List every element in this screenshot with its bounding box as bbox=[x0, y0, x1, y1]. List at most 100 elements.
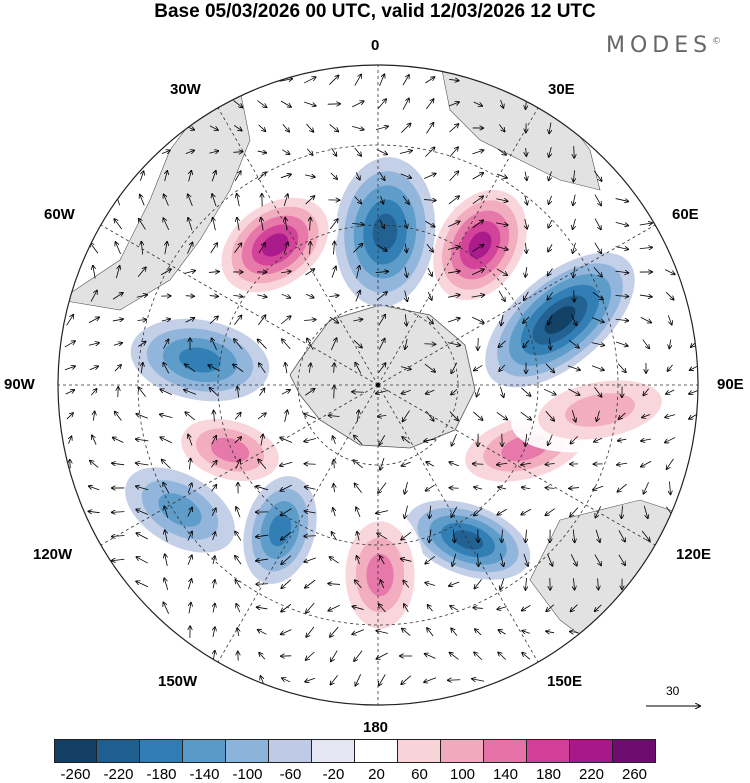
wind-vector bbox=[449, 581, 460, 586]
wind-vector bbox=[379, 74, 385, 86]
wind-vector bbox=[187, 555, 192, 565]
wind-vector bbox=[380, 580, 383, 589]
colorbar-tick-label: 100 bbox=[449, 766, 476, 783]
wind-vector bbox=[402, 75, 409, 86]
wind-vector bbox=[451, 628, 458, 636]
wind-vector bbox=[141, 363, 143, 374]
wind-vector bbox=[187, 483, 192, 494]
wind-vector bbox=[280, 461, 293, 465]
wind-vector bbox=[545, 363, 554, 373]
wind-vector bbox=[593, 266, 602, 277]
wind-vector bbox=[378, 171, 384, 180]
wind-vector bbox=[162, 460, 171, 469]
wind-vector bbox=[212, 194, 217, 207]
wind-vector bbox=[310, 218, 311, 231]
wind-vector bbox=[594, 437, 603, 442]
wind-vector bbox=[500, 578, 505, 589]
wind-vector bbox=[401, 461, 411, 466]
wind-vector bbox=[521, 387, 530, 396]
wind-vector bbox=[376, 149, 387, 155]
wind-vector bbox=[573, 578, 574, 590]
wind-vector bbox=[208, 365, 220, 372]
wind-vector bbox=[64, 366, 75, 371]
wind-vector bbox=[615, 198, 629, 202]
wind-vector bbox=[521, 508, 532, 514]
wind-vector bbox=[139, 219, 146, 230]
wind-vector bbox=[573, 170, 574, 181]
wind-vector bbox=[569, 488, 580, 489]
wind-vector bbox=[210, 461, 217, 468]
wind-vector bbox=[375, 126, 388, 131]
wind-vector bbox=[306, 123, 314, 132]
wind-vector bbox=[375, 271, 389, 272]
lon-label-120w: 120W bbox=[33, 546, 73, 563]
wind-vector bbox=[642, 414, 651, 417]
wind-vector bbox=[66, 413, 73, 420]
colorbar-tick-label: 60 bbox=[411, 766, 428, 783]
wind-vector bbox=[501, 99, 504, 108]
wind-vector bbox=[447, 318, 460, 323]
wind-vector bbox=[425, 77, 434, 84]
wind-vector bbox=[502, 529, 503, 543]
anomaly-contour bbox=[366, 553, 394, 597]
colorbar-cell bbox=[226, 739, 269, 763]
wind-vector bbox=[282, 678, 291, 683]
wind-vector bbox=[499, 386, 503, 398]
lon-label-90e: 90E bbox=[717, 376, 744, 393]
wind-vector bbox=[281, 316, 290, 325]
wind-vector bbox=[304, 438, 317, 442]
wind-vector bbox=[643, 388, 650, 396]
wind-vector bbox=[304, 511, 316, 513]
colorbar-tick-label: -260 bbox=[60, 766, 91, 783]
wind-vector bbox=[525, 219, 527, 229]
wind-vector bbox=[570, 554, 577, 565]
wind-vector bbox=[306, 602, 315, 613]
wind-vector bbox=[402, 98, 409, 110]
wind-vector bbox=[547, 553, 552, 566]
latitude-circle bbox=[217, 224, 539, 546]
wind-vector bbox=[447, 343, 461, 346]
wind-vector bbox=[114, 365, 121, 372]
wind-vector bbox=[334, 460, 335, 469]
wind-vector bbox=[328, 604, 340, 611]
wind-vector bbox=[593, 170, 601, 181]
wind-vector bbox=[89, 486, 100, 491]
wind-vector bbox=[280, 437, 293, 443]
wind-vector bbox=[642, 339, 650, 349]
wind-vector bbox=[378, 482, 387, 493]
wind-vector bbox=[138, 387, 146, 397]
wind-vector bbox=[594, 218, 601, 230]
wind-vector bbox=[573, 529, 574, 543]
wind-vector bbox=[209, 388, 219, 397]
wind-vector bbox=[235, 556, 242, 565]
meridian-line bbox=[100, 224, 379, 386]
wind-vector bbox=[66, 315, 74, 326]
wind-vector bbox=[427, 628, 434, 637]
wind-vector bbox=[331, 650, 338, 662]
wind-vector bbox=[546, 631, 555, 633]
wind-vector bbox=[379, 434, 386, 445]
wind-vector bbox=[594, 386, 601, 397]
wind-vector bbox=[209, 296, 219, 297]
wind-vector bbox=[380, 457, 385, 470]
wind-vector bbox=[448, 271, 460, 273]
wind-vector bbox=[404, 505, 408, 519]
wind-vector bbox=[234, 243, 242, 254]
wind-vector bbox=[405, 243, 407, 253]
wind-vector bbox=[400, 367, 411, 370]
wind-vector bbox=[594, 242, 602, 254]
wind-vector bbox=[595, 529, 600, 542]
wind-vector bbox=[136, 533, 148, 540]
colorbar-tick-label: 140 bbox=[492, 766, 519, 783]
wind-vectors bbox=[64, 74, 698, 685]
wind-vector bbox=[402, 628, 411, 636]
wind-vector bbox=[615, 271, 629, 273]
wind-vector bbox=[379, 219, 385, 229]
wind-vector bbox=[472, 245, 483, 252]
wind-vector bbox=[139, 171, 143, 181]
wind-vector bbox=[115, 411, 122, 421]
wind-vector bbox=[213, 580, 215, 589]
wind-vector bbox=[404, 482, 408, 494]
wind-vector bbox=[213, 627, 215, 637]
wind-vector bbox=[136, 509, 149, 515]
